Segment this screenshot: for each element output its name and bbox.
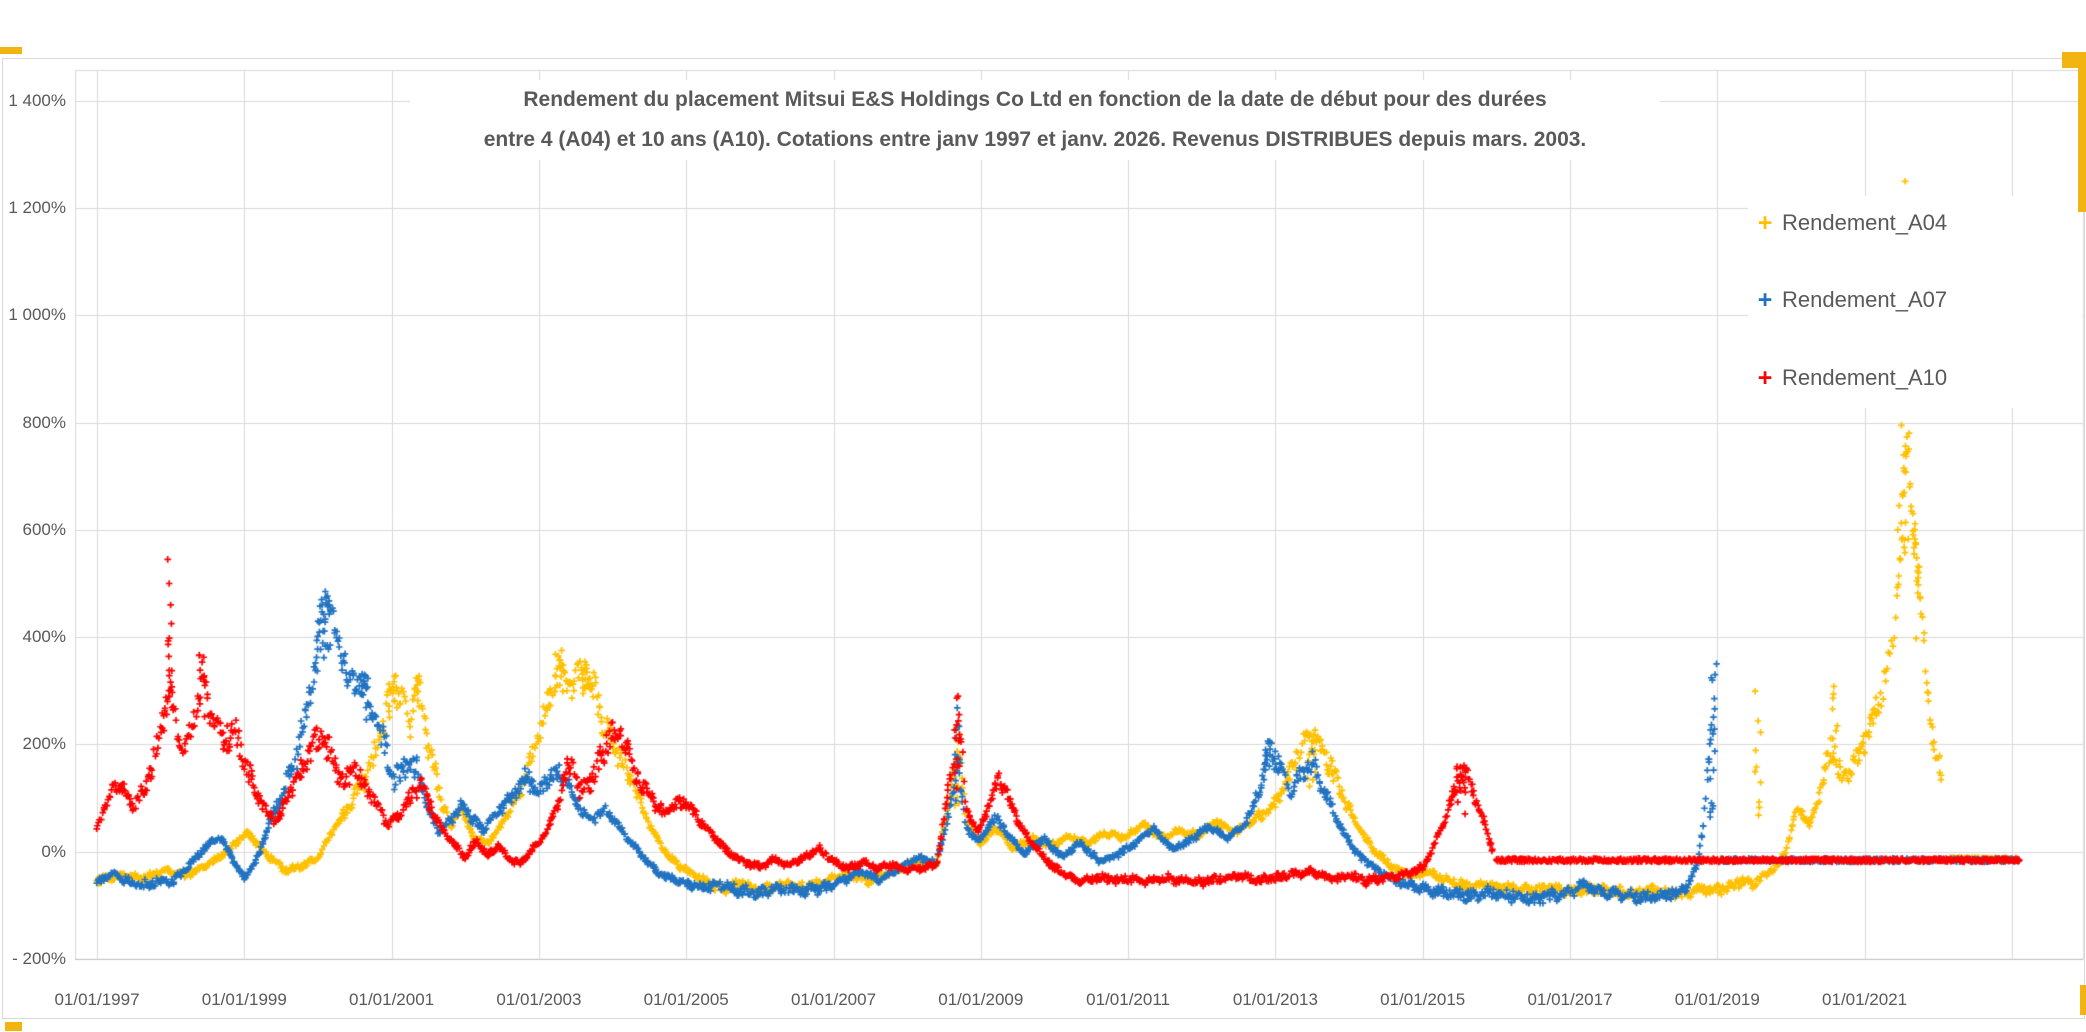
x-axis-tick-label: 01/01/1997 xyxy=(54,990,140,1009)
x-axis-tick-label: 01/01/1999 xyxy=(201,990,287,1009)
x-axis-tick-label: 01/01/2007 xyxy=(790,990,877,1009)
y-axis-tick-label: - 200% xyxy=(12,948,66,968)
y-axis-tick-label: 600% xyxy=(22,519,66,539)
legend-item-a07[interactable]: + Rendement_A07 xyxy=(1748,282,2082,318)
legend-item-label: Rendement_A04 xyxy=(1782,210,1948,235)
x-axis-tick-label: 01/01/2001 xyxy=(349,990,435,1009)
gold-accent-bottom-left-tab xyxy=(5,1022,22,1031)
chart-title: Rendement du placement Mitsui E&S Holdin… xyxy=(410,80,1660,160)
legend-item-a10[interactable]: + Rendement_A10 xyxy=(1748,360,2082,396)
x-axis-tick-label: 01/01/2015 xyxy=(1380,990,1466,1009)
legend-item-a04[interactable]: + Rendement_A04 xyxy=(1748,205,2082,241)
y-axis-tick-label: 800% xyxy=(22,412,66,432)
gold-accent-left-tab xyxy=(0,47,22,54)
x-axis-tick-label: 01/01/2003 xyxy=(496,990,582,1009)
plus-marker-icon: + xyxy=(1757,208,1773,237)
gold-accent-bottom-right xyxy=(2080,985,2086,1015)
x-axis-tick-label: 01/01/2009 xyxy=(938,990,1024,1009)
plus-marker-icon: + xyxy=(1757,363,1773,392)
chart-title-line1: Rendement du placement Mitsui E&S Holdin… xyxy=(523,88,1547,111)
x-axis-tick-label: 01/01/2005 xyxy=(643,990,729,1009)
legend: + Rendement_A04 + Rendement_A07 + Rendem… xyxy=(1748,196,2082,408)
y-axis-tick-label: 1 200% xyxy=(8,198,66,218)
gold-accent-right-stripe xyxy=(2078,52,2086,212)
y-axis-tick-label: 400% xyxy=(22,627,66,647)
plus-marker-icon: + xyxy=(1757,285,1773,314)
x-axis-tick-label: 01/01/2013 xyxy=(1232,990,1318,1009)
y-axis-tick-label: 1 400% xyxy=(8,90,66,110)
legend-item-label: Rendement_A07 xyxy=(1782,287,1948,312)
x-axis-tick-label: 01/01/2017 xyxy=(1527,990,1613,1009)
chart-title-line2: entre 4 (A04) et 10 ans (A10). Cotations… xyxy=(483,128,1587,151)
x-axis-tick-label: 01/01/2021 xyxy=(1822,990,1908,1009)
y-axis-tick-label: 0% xyxy=(41,841,66,861)
x-axis-tick-label: 01/01/2019 xyxy=(1674,990,1760,1009)
chart-frame xyxy=(2,58,2085,1019)
y-axis-tick-label: 1 000% xyxy=(8,305,66,325)
legend-item-label: Rendement_A10 xyxy=(1782,365,1948,390)
x-axis-tick-label: 01/01/2011 xyxy=(1086,990,1170,1009)
y-axis-tick-label: 200% xyxy=(22,734,66,754)
